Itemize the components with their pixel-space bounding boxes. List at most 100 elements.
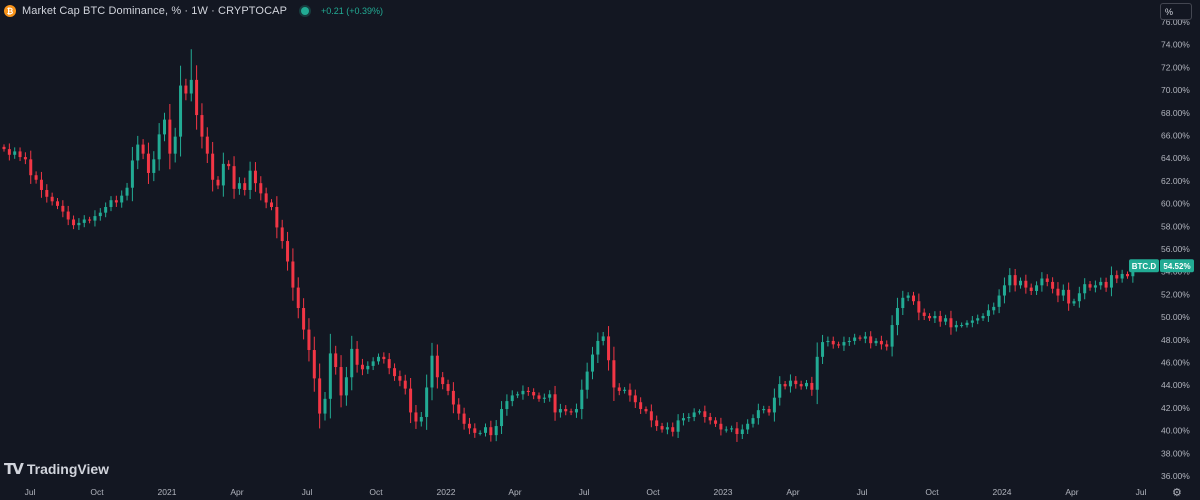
candle-body bbox=[382, 356, 386, 360]
candle-body bbox=[730, 428, 734, 430]
price-scale-unit-button[interactable]: % bbox=[1160, 3, 1192, 20]
candle-body bbox=[879, 340, 883, 345]
candle-body bbox=[130, 160, 134, 188]
candle-body bbox=[526, 390, 530, 393]
candle-body bbox=[949, 318, 953, 328]
candle-body bbox=[1083, 284, 1087, 294]
candle-body bbox=[328, 353, 332, 399]
candle-body bbox=[612, 360, 616, 388]
candle-body bbox=[633, 395, 637, 403]
y-tick-label: 40.00% bbox=[1161, 426, 1190, 436]
symbol-tag-label: BTC.D bbox=[1132, 262, 1157, 271]
y-tick-label: 66.00% bbox=[1161, 131, 1190, 141]
y-tick-label: 38.00% bbox=[1161, 448, 1190, 458]
candle-body bbox=[863, 336, 867, 339]
candle-body bbox=[649, 411, 653, 421]
candle-body bbox=[532, 392, 536, 396]
candle-body bbox=[842, 342, 846, 346]
candle-body bbox=[895, 308, 899, 326]
candle-body bbox=[2, 146, 6, 150]
candle-body bbox=[623, 389, 627, 391]
candle-body bbox=[740, 429, 744, 435]
candle-body bbox=[221, 163, 225, 186]
candle-body bbox=[1072, 301, 1076, 304]
x-tick-label: Apr bbox=[786, 487, 799, 497]
x-tick-label: Oct bbox=[925, 487, 939, 497]
candle-body bbox=[56, 201, 59, 206]
candle-body bbox=[168, 119, 172, 154]
candle-body bbox=[109, 200, 113, 208]
candle-body bbox=[302, 308, 306, 330]
x-tick-label: Jul bbox=[579, 487, 590, 497]
candle-body bbox=[45, 189, 49, 197]
candle-body bbox=[1051, 281, 1055, 289]
candle-body bbox=[484, 427, 487, 433]
candle-body bbox=[944, 318, 948, 322]
candle-body bbox=[607, 336, 611, 361]
candle-body bbox=[542, 397, 546, 399]
tradingview-logo[interactable]: TV TradingView bbox=[4, 460, 109, 478]
symbol-title[interactable]: Market Cap BTC Dominance, % · 1W · CRYPT… bbox=[22, 5, 288, 17]
candle-body bbox=[334, 353, 338, 368]
candle-body bbox=[1056, 288, 1060, 296]
candle-body bbox=[719, 423, 723, 430]
candle-body bbox=[77, 222, 81, 226]
candle-body bbox=[671, 427, 675, 432]
candle-body bbox=[778, 384, 782, 398]
candle-body bbox=[558, 409, 562, 413]
x-tick-label: Jul bbox=[1136, 487, 1147, 497]
candle-body bbox=[1115, 275, 1119, 279]
candle-body bbox=[1099, 281, 1103, 286]
candle-body bbox=[398, 376, 402, 381]
bitcoin-icon: ₿ bbox=[4, 5, 16, 17]
candle-body bbox=[377, 356, 380, 362]
candle-body bbox=[1040, 278, 1044, 286]
candle-body bbox=[291, 261, 295, 288]
candle-body bbox=[1013, 275, 1017, 286]
candle-body bbox=[152, 159, 156, 173]
candle-body bbox=[1093, 285, 1097, 288]
candle-body bbox=[232, 166, 236, 189]
candle-body bbox=[500, 409, 504, 427]
candle-body bbox=[7, 149, 11, 155]
candle-body bbox=[1035, 285, 1039, 291]
candle-body bbox=[1029, 287, 1033, 291]
candle-body bbox=[810, 382, 814, 390]
candle-body bbox=[1120, 273, 1124, 279]
candle-body bbox=[847, 340, 851, 343]
candle-body bbox=[681, 418, 685, 421]
candle-body bbox=[457, 404, 461, 414]
candle-body bbox=[419, 416, 423, 422]
candle-body bbox=[216, 179, 220, 186]
candle-body bbox=[473, 428, 477, 433]
y-tick-label: 68.00% bbox=[1161, 108, 1190, 118]
candle-body bbox=[430, 355, 434, 388]
candle-body bbox=[853, 337, 857, 341]
candle-body bbox=[912, 295, 915, 302]
candle-body bbox=[1088, 284, 1092, 288]
y-tick-label: 46.00% bbox=[1161, 358, 1190, 368]
candle-body bbox=[724, 429, 728, 431]
y-tick-label: 44.00% bbox=[1161, 380, 1190, 390]
candle-body bbox=[34, 175, 38, 180]
candle-body bbox=[665, 427, 669, 430]
y-tick-label: 50.00% bbox=[1161, 312, 1190, 322]
candle-body bbox=[564, 409, 568, 412]
y-tick-label: 70.00% bbox=[1161, 85, 1190, 95]
candle-body bbox=[960, 325, 964, 327]
candle-body bbox=[323, 398, 327, 414]
candle-body bbox=[783, 384, 787, 387]
candle-body bbox=[264, 193, 268, 203]
candle-body bbox=[93, 216, 97, 221]
candle-body bbox=[869, 336, 873, 344]
candle-body bbox=[596, 340, 600, 355]
candle-body bbox=[756, 410, 760, 419]
y-tick-label: 64.00% bbox=[1161, 153, 1190, 163]
candle-body bbox=[1126, 273, 1129, 277]
candle-body bbox=[510, 395, 514, 402]
y-tick-label: 52.00% bbox=[1161, 289, 1190, 299]
gear-icon[interactable]: ⚙ bbox=[1172, 486, 1182, 499]
candle-body bbox=[189, 79, 193, 94]
candle-body bbox=[280, 227, 284, 242]
